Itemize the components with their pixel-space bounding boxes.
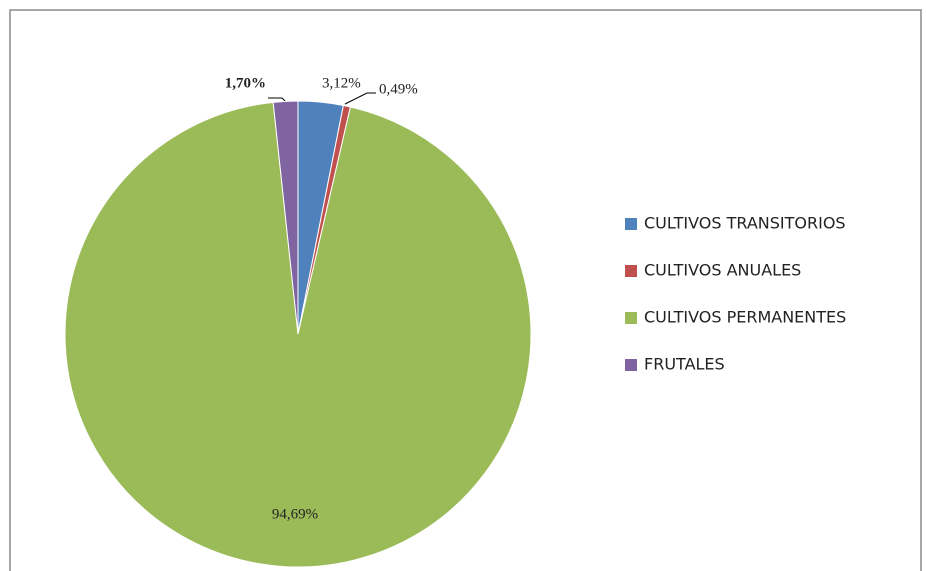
legend-label: FRUTALES (644, 355, 725, 374)
legend-swatch (625, 265, 637, 277)
legend-label: CULTIVOS TRANSITORIOS (644, 214, 846, 233)
legend-swatch (625, 312, 637, 324)
legend-label: CULTIVOS ANUALES (644, 261, 801, 280)
pie-slice (64, 101, 532, 568)
data-label: 94,69% (272, 506, 318, 522)
legend-swatch (625, 359, 637, 371)
data-label: 0,49% (379, 81, 418, 97)
data-label: 1,70% (225, 75, 266, 91)
legend-swatch (625, 218, 637, 230)
legend-label: CULTIVOS PERMANENTES (644, 308, 846, 327)
data-label: 3,12% (322, 75, 361, 91)
pie-slice (272, 100, 299, 335)
leader-line (344, 92, 376, 105)
